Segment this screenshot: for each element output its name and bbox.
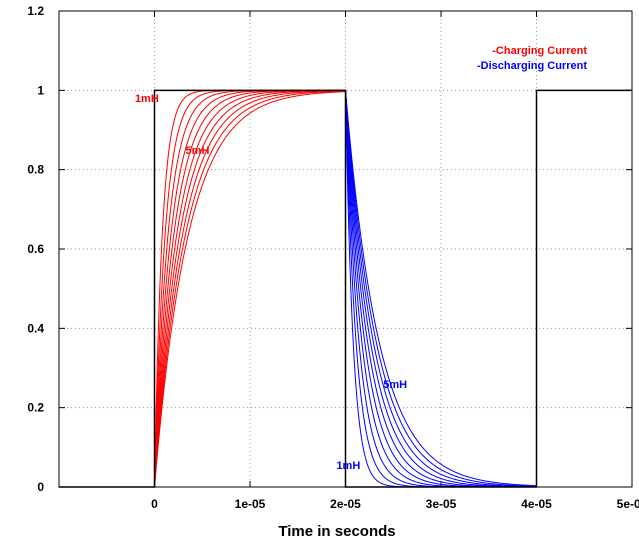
x-tick-label: 4e-05 bbox=[521, 497, 552, 511]
x-tick-label: 2e-05 bbox=[330, 497, 361, 511]
discharging-current-line bbox=[345, 90, 537, 487]
x-tick-label: 3e-05 bbox=[426, 497, 457, 511]
legend-entry: -Charging Current bbox=[492, 45, 587, 57]
source-pulse-line bbox=[59, 89, 632, 488]
x-tick-label: 5e-05 bbox=[617, 497, 639, 511]
inductance-annotation: 5mH bbox=[383, 379, 407, 391]
discharging-current-line bbox=[345, 90, 537, 487]
axis-ticks: 0 1e-05 2e-05 3e-05 4e-05 5e-05 0 0.2 0.4 0.6 0.8 1… bbox=[27, 4, 639, 511]
y-tick-label: 1 bbox=[37, 83, 44, 97]
charging-current-line bbox=[154, 91, 346, 488]
series-layer bbox=[59, 89, 632, 488]
y-tick-label: 1.2 bbox=[27, 4, 44, 18]
charging-current-line bbox=[154, 90, 346, 488]
x-tick-label: 0 bbox=[151, 497, 158, 511]
legend-entry: -Discharging Current bbox=[477, 60, 587, 72]
y-tick-label: 0.2 bbox=[27, 401, 44, 415]
x-tick-label: 1e-05 bbox=[235, 497, 266, 511]
inductance-annotation: 1mH bbox=[135, 93, 159, 105]
y-tick-label: 0 bbox=[37, 480, 44, 494]
discharging-current-line bbox=[345, 90, 537, 488]
legend: -Charging Current -Discharging Current bbox=[477, 45, 587, 72]
x-axis-label: Time in seconds bbox=[278, 523, 395, 540]
y-tick-label: 0.8 bbox=[27, 163, 44, 177]
charging-current-line bbox=[154, 90, 346, 488]
y-tick-label: 0.6 bbox=[27, 242, 44, 256]
annotations: 1mH 5mH 5mH 1mH bbox=[135, 93, 407, 472]
inductance-annotation: 5mH bbox=[186, 145, 210, 157]
y-tick-label: 0.4 bbox=[27, 321, 44, 335]
inductance-annotation: 1mH bbox=[336, 460, 360, 472]
